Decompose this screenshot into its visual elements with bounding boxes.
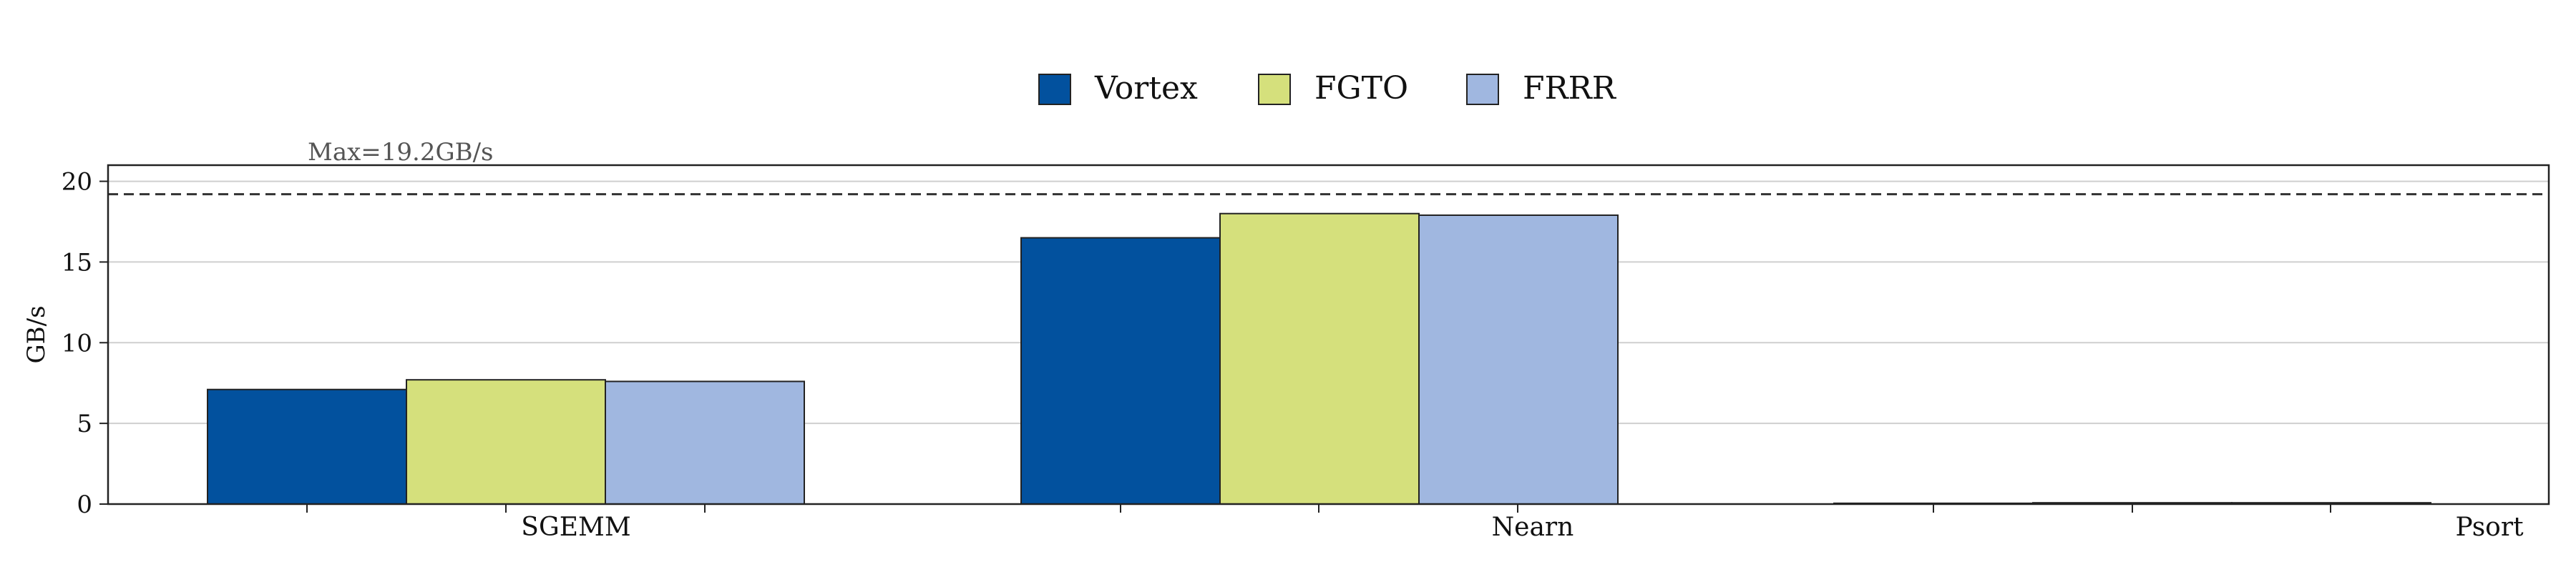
bars xyxy=(207,212,2431,506)
x-tick-label: Psort xyxy=(2455,513,2524,542)
y-tick-label: 20 xyxy=(62,168,92,197)
legend-label-frrr: FRRR xyxy=(1523,70,1617,107)
bar-fgto-nearn xyxy=(1219,212,1420,505)
legend: Vortex FGTO FRRR xyxy=(1038,70,1617,107)
legend-swatch-fgto xyxy=(1258,74,1291,105)
bar-frrr-nearn xyxy=(1418,214,1619,505)
x-tick-label: Nearn xyxy=(1492,513,1574,542)
y-tick-label: 10 xyxy=(62,329,92,358)
plot-frame xyxy=(107,164,2550,506)
reference-line-label: Max=19.2GB/s xyxy=(308,138,494,167)
bar-vortex-nearn xyxy=(1020,237,1221,505)
x-tick-label: SGEMM xyxy=(521,513,630,542)
legend-label-vortex: Vortex xyxy=(1094,70,1198,107)
bar-vortex-sgemm xyxy=(207,388,407,505)
y-tick-label: 15 xyxy=(62,248,92,277)
bar-frrr-sgemm xyxy=(605,380,805,506)
y-tick-label: 0 xyxy=(77,490,92,519)
y-axis-ticks: 0 5 10 15 20 xyxy=(62,168,108,519)
y-axis-label: GB/s xyxy=(22,305,51,363)
x-axis-ticks: SGEMM Nearn Psort xyxy=(306,504,2524,542)
legend-swatch-frrr xyxy=(1466,74,1499,105)
bar-fgto-sgemm xyxy=(406,379,606,506)
y-tick-label: 5 xyxy=(77,410,92,438)
legend-label-fgto: FGTO xyxy=(1314,70,1408,107)
legend-swatch-vortex xyxy=(1038,74,1071,105)
